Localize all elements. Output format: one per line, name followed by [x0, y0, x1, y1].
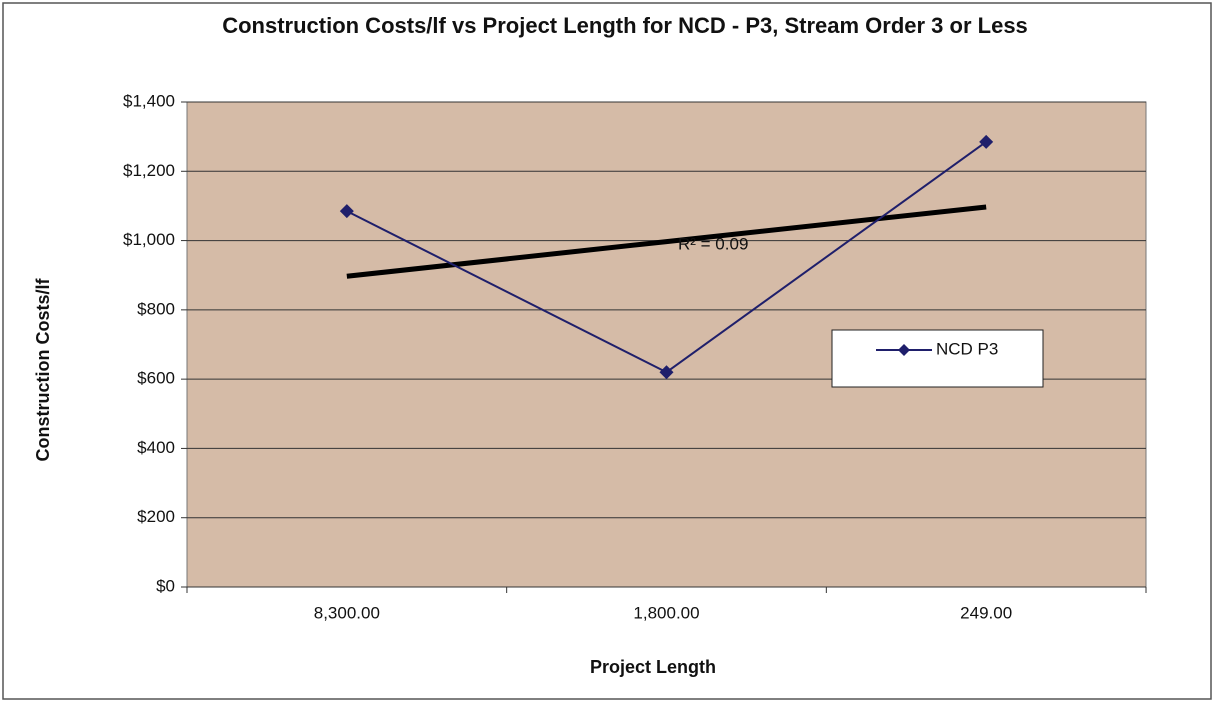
x-tick-label: 249.00 [960, 603, 1012, 622]
trendline-annotation: R² = 0.09 [678, 234, 748, 253]
x-tick-label: 1,800.00 [633, 603, 699, 622]
y-tick-label: $400 [137, 438, 175, 457]
data-point [659, 365, 674, 380]
y-axis-title: Construction Costs/lf [33, 277, 53, 461]
x-tick-label: 8,300.00 [314, 603, 380, 622]
chart-title: Construction Costs/lf vs Project Length … [222, 13, 1028, 38]
y-tick-label: $1,400 [123, 91, 175, 110]
y-tick-label: $600 [137, 369, 175, 388]
legend-label: NCD P3 [936, 339, 998, 358]
y-tick-label: $200 [137, 507, 175, 526]
legend-box [831, 329, 1044, 388]
data-point [979, 134, 994, 149]
y-tick-label: $1,000 [123, 230, 175, 249]
y-tick-label: $800 [137, 299, 175, 318]
legend-marker [898, 344, 910, 356]
y-tick-label: $1,200 [123, 161, 175, 180]
y-tick-label: $0 [156, 576, 175, 595]
x-axis-title: Project Length [590, 657, 716, 677]
data-point [339, 204, 354, 219]
